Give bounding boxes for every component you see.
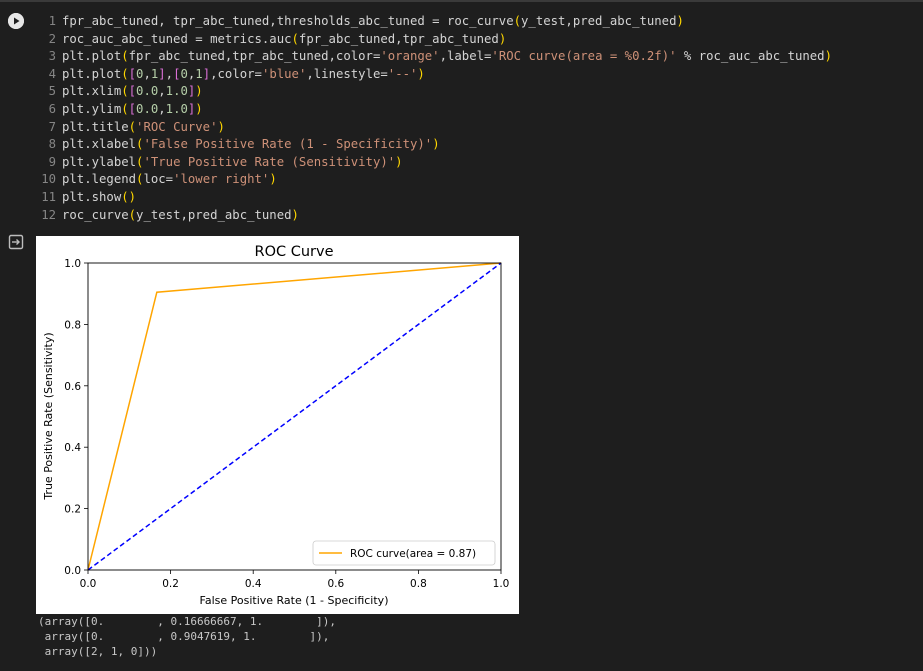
code-text[interactable]: plt.ylim([0.0,1.0]) bbox=[62, 101, 203, 116]
y-axis-label: True Positive Rate (Sensitivity) bbox=[42, 332, 55, 500]
code-text[interactable]: plt.legend(loc='lower right') bbox=[62, 172, 277, 187]
code-text[interactable]: plt.xlim([0.0,1.0]) bbox=[62, 84, 203, 99]
line-number: 12 bbox=[41, 207, 56, 222]
x-tick-label: 0.4 bbox=[245, 578, 262, 590]
y-tick-label: 0.2 bbox=[64, 504, 81, 516]
code-line[interactable]: 1 fpr_abc_tuned, tpr_abc_tuned,thresholds… bbox=[36, 13, 916, 31]
code-text[interactable]: plt.ylabel('True Positive Rate (Sensitiv… bbox=[62, 154, 403, 169]
code-line[interactable]: 7 plt.title('ROC Curve') bbox=[36, 119, 916, 137]
line-number: 4 bbox=[48, 66, 56, 81]
line-number: 10 bbox=[41, 172, 56, 187]
code-line[interactable]: 8 plt.xlabel('False Positive Rate (1 - Sp… bbox=[36, 136, 916, 154]
output-line: (array([0. , 0.16666667, 1. ]), bbox=[38, 615, 337, 628]
code-editor[interactable]: 1 fpr_abc_tuned, tpr_abc_tuned,thresholds… bbox=[36, 13, 916, 224]
y-tick-label: 0.6 bbox=[64, 381, 81, 393]
code-text[interactable]: fpr_abc_tuned, tpr_abc_tuned,thresholds_… bbox=[62, 14, 684, 28]
legend-box bbox=[312, 540, 496, 566]
line-number: 1 bbox=[48, 14, 56, 28]
legend-label-roc: ROC curve(area = 0.87) bbox=[350, 548, 476, 560]
cell-top-border bbox=[0, 0, 923, 2]
run-play-icon bbox=[8, 13, 24, 29]
code-line[interactable]: 12 roc_curve(y_test,pred_abc_tuned) bbox=[36, 207, 916, 225]
line-number: 7 bbox=[48, 119, 56, 134]
output-line: array([2, 1, 0])) bbox=[38, 645, 158, 658]
line-number: 6 bbox=[48, 101, 56, 116]
code-line[interactable]: 2 roc_auc_abc_tuned = metrics.auc(fpr_abc… bbox=[36, 31, 916, 49]
code-line[interactable]: 6 plt.ylim([0.0,1.0]) bbox=[36, 101, 916, 119]
roc-curve-line bbox=[87, 262, 502, 571]
chart-title: ROC Curve bbox=[255, 244, 334, 260]
code-text[interactable]: plt.show() bbox=[62, 189, 137, 204]
plot-frame bbox=[87, 262, 502, 571]
y-tick-label: 1.0 bbox=[64, 258, 81, 270]
x-tick-label: 0.2 bbox=[162, 578, 179, 590]
code-text[interactable]: plt.plot([0,1],[0,1],color='blue',linest… bbox=[62, 66, 425, 81]
line-number: 9 bbox=[48, 154, 56, 169]
y-tick-label: 0.0 bbox=[64, 565, 81, 577]
x-axis-label: False Positive Rate (1 - Specificity) bbox=[200, 594, 389, 607]
line-number: 2 bbox=[48, 31, 56, 46]
code-line[interactable]: 3 plt.plot(fpr_abc_tuned,tpr_abc_tuned,co… bbox=[36, 48, 916, 66]
output-line: array([0. , 0.9047619, 1. ]), bbox=[38, 630, 330, 643]
code-cell[interactable]: 1 fpr_abc_tuned, tpr_abc_tuned,thresholds… bbox=[0, 3, 923, 231]
code-text[interactable]: plt.xlabel('False Positive Rate (1 - Spe… bbox=[62, 137, 440, 152]
y-tick-label: 0.4 bbox=[64, 442, 81, 454]
roc-chart: ROC Curve False Positive Rate (1 - Speci… bbox=[42, 244, 510, 607]
line-number: 11 bbox=[41, 189, 56, 204]
x-tick-label: 0.6 bbox=[327, 578, 344, 590]
code-text[interactable]: plt.title('ROC Curve') bbox=[62, 119, 225, 134]
line-number: 8 bbox=[48, 137, 56, 152]
code-line[interactable]: 11 plt.show() bbox=[36, 189, 916, 207]
code-text[interactable]: roc_curve(y_test,pred_abc_tuned) bbox=[62, 207, 299, 222]
y-tick-label: 0.8 bbox=[64, 319, 81, 331]
code-line[interactable]: 9 plt.ylabel('True Positive Rate (Sensiti… bbox=[36, 154, 916, 172]
line-number: 3 bbox=[48, 49, 56, 64]
output-redirect-icon[interactable] bbox=[8, 234, 24, 250]
code-text[interactable]: roc_auc_abc_tuned = metrics.auc(fpr_abc_… bbox=[62, 31, 507, 46]
code-line[interactable]: 10 plt.legend(loc='lower right') bbox=[36, 171, 916, 189]
x-tick-label: 0.0 bbox=[80, 578, 97, 590]
code-line[interactable]: 5 plt.xlim([0.0,1.0]) bbox=[36, 83, 916, 101]
x-tick-label: 0.8 bbox=[410, 578, 427, 590]
code-text[interactable]: plt.plot(fpr_abc_tuned,tpr_abc_tuned,col… bbox=[62, 49, 832, 64]
x-tick-label: 1.0 bbox=[493, 578, 510, 590]
chart-legend: ROC curve(area = 0.87) bbox=[312, 540, 496, 566]
run-cell-button[interactable] bbox=[8, 13, 24, 29]
diagonal-reference-line bbox=[87, 262, 502, 571]
cell-output-text: (array([0. , 0.16666667, 1. ]), array([0… bbox=[38, 614, 336, 659]
roc-plot-output: ROC Curve False Positive Rate (1 - Speci… bbox=[36, 236, 519, 614]
code-line[interactable]: 4 plt.plot([0,1],[0,1],color='blue',lines… bbox=[36, 66, 916, 84]
line-number: 5 bbox=[48, 84, 56, 99]
